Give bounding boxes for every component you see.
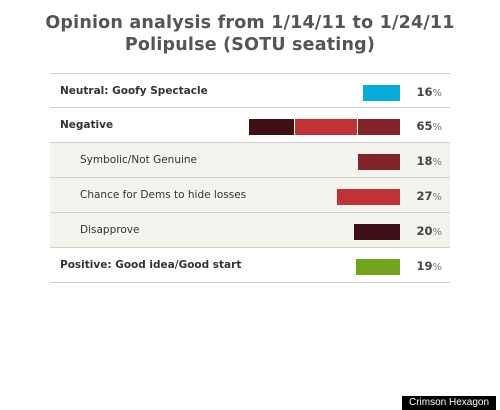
bar [353,224,400,240]
bar-segment-disapprove [249,119,295,135]
row-label: Neutral: Goofy Spectacle [60,85,208,97]
bar-area [249,189,400,205]
title-line-2: Polipulse (SOTU seating) [124,35,376,55]
row-label: Chance for Dems to hide losses [80,189,247,201]
percent-sign: % [432,122,442,133]
opinion-table: Neutral: Goofy Spectacle 16% Negative 65% Sy… [50,73,450,283]
bar [358,154,400,170]
percent-sign: % [432,227,442,238]
percent-sign: % [432,192,442,203]
percent-number: 18 [416,154,433,168]
row-chance-for-dems-to-hide-losses: Chance for Dems to hide losses 27% [50,178,450,213]
percent-value: 19% [416,248,442,282]
percent-value: 20% [416,213,442,247]
row-disapprove: Disapprove 20% [50,213,450,248]
bar [355,259,400,275]
crimson-hexagon-credit: Crimson Hexagon [402,396,496,410]
percent-sign: % [432,88,442,99]
percent-sign: % [432,262,442,273]
row-label: Negative [60,119,114,131]
row-label: Disapprove [80,224,140,236]
bar-area [249,224,400,240]
bar-area [249,154,400,170]
percent-number: 19 [416,259,433,273]
title-line-1: Opinion analysis from 1/14/11 to 1/24/11 [45,13,455,33]
percent-value: 65% [416,108,442,142]
row-label: Positive: Good idea/Good start [60,259,242,271]
row-neutral-goofy-spectacle: Neutral: Goofy Spectacle 16% [50,73,450,108]
percent-value: 18% [416,143,442,177]
percent-sign: % [432,157,442,168]
percent-number: 16 [416,85,433,99]
chart-title: Opinion analysis from 1/14/11 to 1/24/11… [0,12,500,56]
percent-number: 27 [416,189,433,203]
row-negative: Negative 65% [50,108,450,143]
bar [362,85,400,101]
bar-area [249,85,400,101]
row-positive-good-idea-good-start: Positive: Good idea/Good start 19% [50,248,450,283]
bar-area [249,119,400,135]
bar-segment-symbolic-not-genuine [358,119,400,135]
percent-number: 20 [416,224,433,238]
bar [337,189,400,205]
percent-number: 65 [416,119,433,133]
bar-segment-chance-for-dems-to-hide-losses [295,119,358,135]
bar-area [249,259,400,275]
row-label: Symbolic/Not Genuine [80,154,198,166]
percent-value: 16% [416,74,442,108]
row-symbolic-not-genuine: Symbolic/Not Genuine 18% [50,143,450,178]
percent-value: 27% [416,178,442,212]
